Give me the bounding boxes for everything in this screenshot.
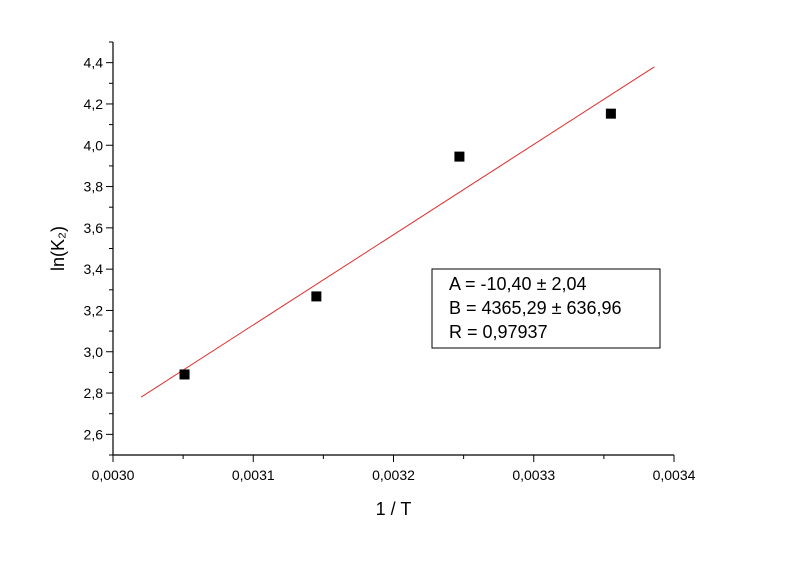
y-tick-label: 3,2 bbox=[84, 302, 104, 318]
fit-line bbox=[140, 66, 655, 398]
x-tick-label: 0,0030 bbox=[92, 467, 135, 483]
x-tick-label: 0,0032 bbox=[372, 467, 415, 483]
annotation-box bbox=[431, 268, 661, 349]
annotation-text: B = 4365,29 ± 636,96 bbox=[449, 298, 622, 318]
y-axis-title: ln(K₂) bbox=[48, 226, 68, 271]
y-tick-label: 3,0 bbox=[84, 344, 104, 360]
y-tick-label: 3,4 bbox=[84, 261, 104, 277]
y-tick-label: 3,6 bbox=[84, 220, 104, 236]
x-tick-label: 0,0031 bbox=[232, 467, 275, 483]
y-tick-label: 4,2 bbox=[84, 96, 104, 112]
data-point bbox=[311, 291, 322, 302]
annotation-text: R = 0,97937 bbox=[449, 322, 548, 342]
y-tick-label: 4,0 bbox=[84, 137, 104, 153]
data-point bbox=[605, 108, 616, 119]
data-point bbox=[179, 369, 190, 380]
y-tick-label: 2,8 bbox=[84, 385, 104, 401]
y-tick-label: 4,4 bbox=[84, 55, 104, 71]
y-tick-label: 2,6 bbox=[84, 426, 104, 442]
annotation-text: A = -10,40 ± 2,04 bbox=[449, 274, 586, 294]
data-point bbox=[454, 151, 465, 162]
x-axis-title: 1 / T bbox=[376, 499, 412, 519]
x-tick-label: 0,0033 bbox=[512, 467, 555, 483]
y-tick-label: 3,8 bbox=[84, 179, 104, 195]
x-tick-label: 0,0034 bbox=[653, 467, 696, 483]
